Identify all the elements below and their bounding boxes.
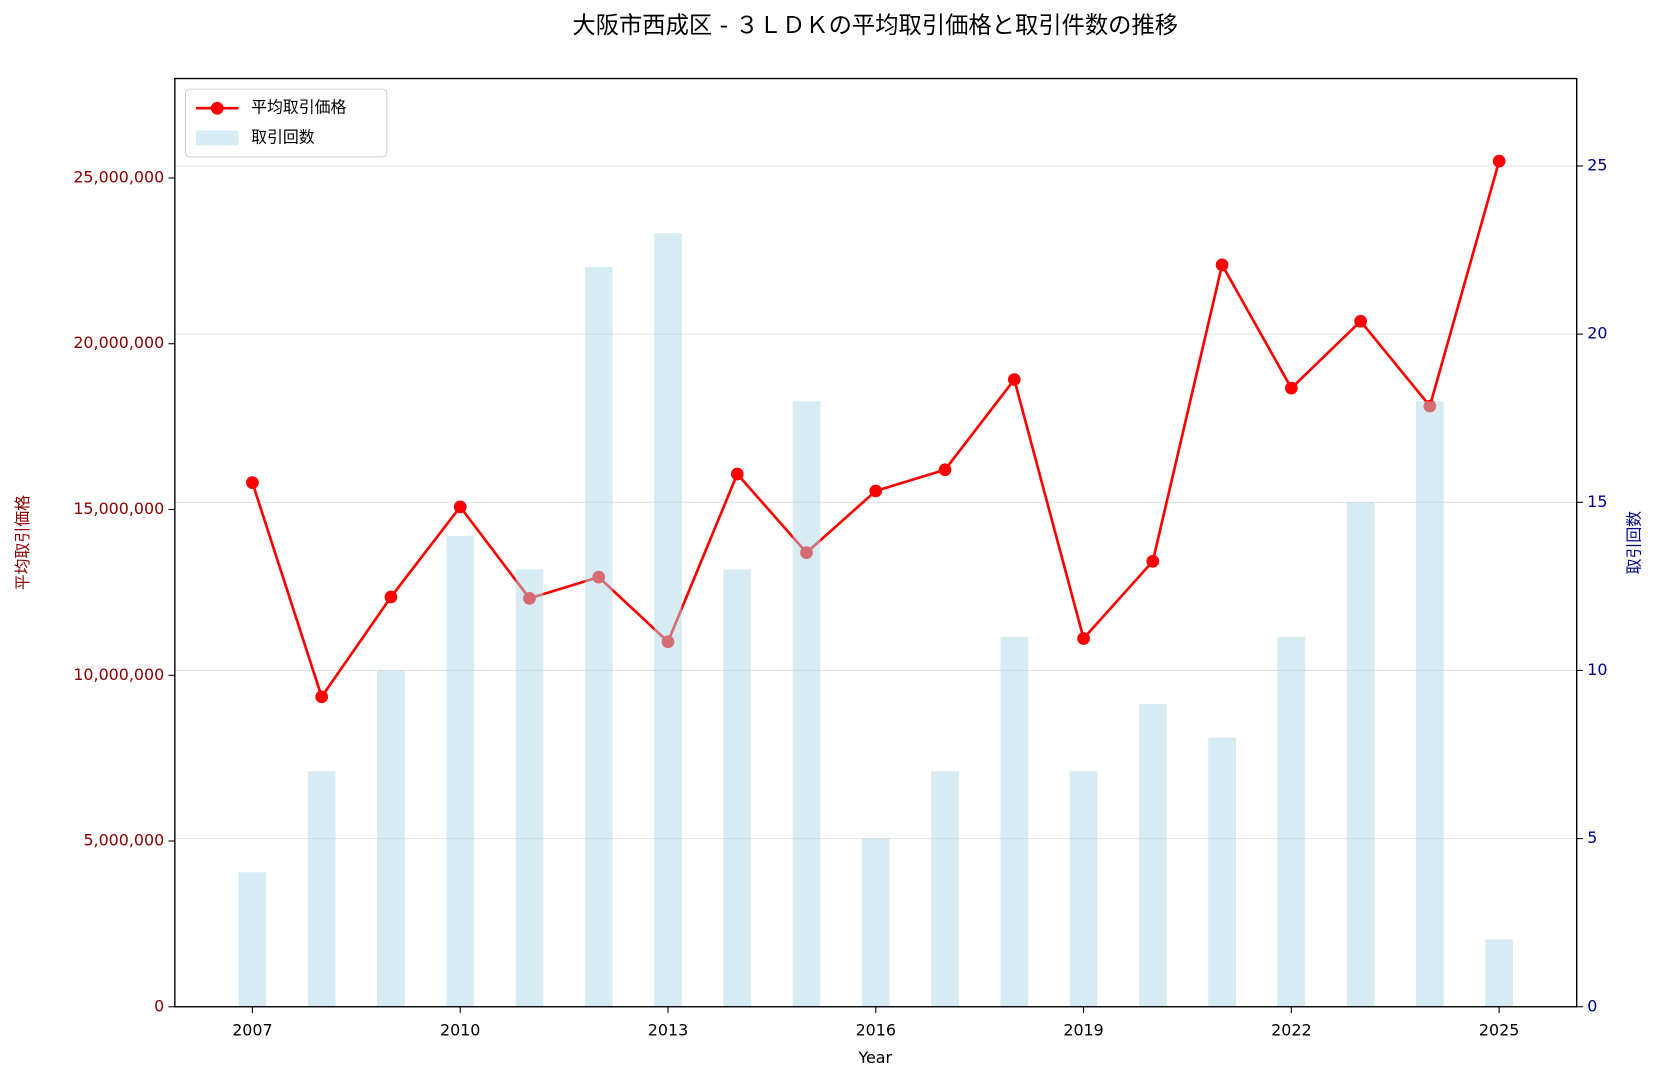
price-point [246,476,259,490]
x-tick-label: 2010 [440,1021,480,1040]
y-tick-label: 15,000,000 [73,499,164,518]
count-bar [931,771,959,1007]
y2-tick-label: 15 [1587,492,1607,511]
price-point [1077,632,1090,645]
count-bar [861,838,890,1007]
y2-tick-label: 5 [1587,828,1597,847]
legend-marker [210,101,224,115]
price-point [1284,381,1298,395]
count-bar [515,569,544,1007]
chart-title: 大阪市西成区 - ３ＬＤＫの平均取引価格と取引件数の推移 [572,12,1178,39]
legend-swatch [196,130,239,146]
x-axis-label: Year [857,1048,892,1067]
count-bar [1208,737,1236,1007]
count-bar [1485,939,1513,1007]
price-line [251,160,1501,700]
count-bar [1416,401,1444,1007]
count-bar [654,233,682,1007]
y2-tick-label: 20 [1587,324,1607,343]
price-point [938,463,952,477]
price-point [1354,314,1367,328]
price-point [384,590,398,604]
x-tick-label: 2016 [856,1021,896,1040]
y-tick-label: 5,000,000 [83,831,164,850]
y2-axis-label: 取引回数 [1624,511,1643,575]
count-bar [723,569,752,1007]
price-point [869,484,883,498]
x-tick-label: 2025 [1479,1021,1519,1040]
y-tick-label: 10,000,000 [73,665,164,684]
price-point [1146,554,1160,568]
count-bar [1069,771,1098,1007]
legend-label: 平均取引価格 [251,98,346,117]
y-tick-label: 20,000,000 [73,333,164,352]
count-bar [446,535,475,1007]
price-point [1215,258,1229,272]
price-point [315,690,329,704]
y2-tick-label: 0 [1587,996,1597,1015]
count-bar [792,401,821,1007]
count-bar [1346,502,1375,1007]
count-bar [1138,704,1167,1007]
price-point [1007,373,1021,386]
x-tick-label: 2022 [1271,1021,1311,1040]
count-bar [238,872,267,1007]
x-tick-label: 2019 [1063,1021,1103,1040]
price-point [453,500,467,514]
price-point [730,467,744,481]
y-tick-label: 0 [154,996,164,1015]
count-bar [584,266,613,1007]
y-axis-label: 平均取引価格 [13,495,32,590]
count-bar [1000,636,1029,1007]
price-point [1492,154,1506,168]
legend-label: 取引回数 [251,127,315,146]
count-bar [1277,636,1306,1007]
x-tick-label: 2013 [648,1021,688,1040]
x-tick-label: 2007 [232,1021,272,1040]
y-tick-label: 25,000,000 [73,167,164,186]
y2-tick-label: 25 [1587,155,1607,174]
count-bar [377,670,405,1007]
count-bar [307,771,336,1007]
y2-tick-label: 10 [1587,660,1607,679]
